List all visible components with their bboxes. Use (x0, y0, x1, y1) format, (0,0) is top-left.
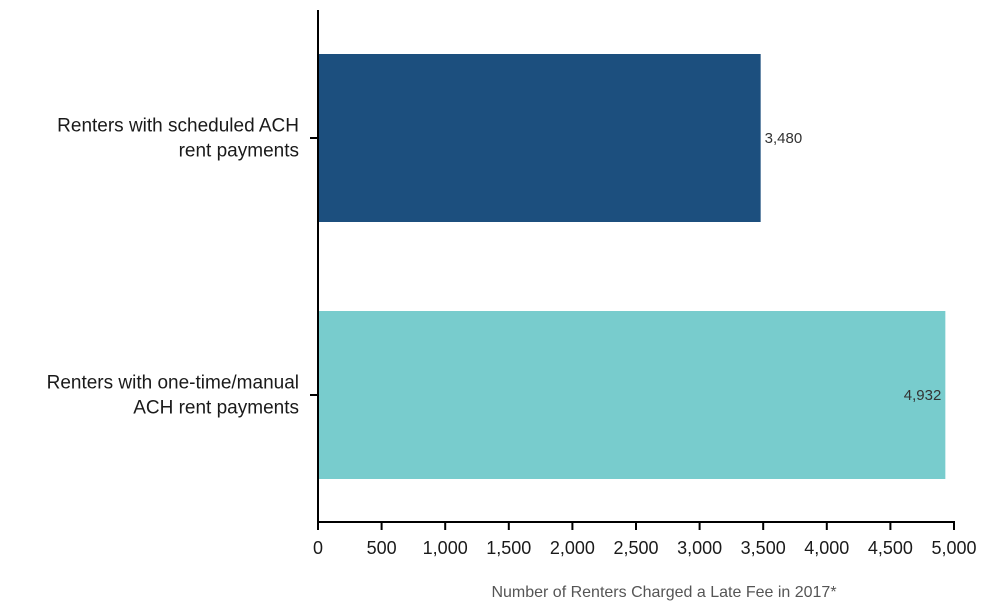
bar-2 (318, 311, 946, 479)
x-tick-label-1500: 1,500 (486, 538, 531, 558)
x-tick-label-5000: 5,000 (931, 538, 976, 558)
bar-1 (318, 54, 761, 222)
category-labels-group: Renters with scheduled ACH rent payments R… (47, 116, 318, 419)
bar-value-label-2: 4,932 (904, 387, 942, 404)
x-tick-label-0: 0 (313, 538, 323, 558)
category-label-1: Renters with scheduled ACH rent payments (57, 116, 299, 162)
x-tick-label-2000: 2,000 (550, 538, 595, 558)
bar-value-label-1: 3,480 (765, 130, 803, 147)
x-tick-label-3500: 3,500 (741, 538, 786, 558)
x-ticks-group: 0 500 1,000 1,500 2,000 2,500 3,000 3,500 4,000 4… (313, 522, 977, 558)
x-axis-title: Number of Renters Charged a Late Fee in … (491, 584, 836, 601)
x-tick-label-1000: 1,000 (423, 538, 468, 558)
x-tick-label-4000: 4,000 (804, 538, 849, 558)
category-label-2: Renters with one-time/manual ACH rent pay… (47, 373, 299, 419)
x-tick-label-3000: 3,000 (677, 538, 722, 558)
bars-group: 3,480 4,932 (318, 54, 946, 479)
x-tick-label-4500: 4,500 (868, 538, 913, 558)
x-tick-label-500: 500 (367, 538, 397, 558)
x-tick-label-2500: 2,500 (613, 538, 658, 558)
